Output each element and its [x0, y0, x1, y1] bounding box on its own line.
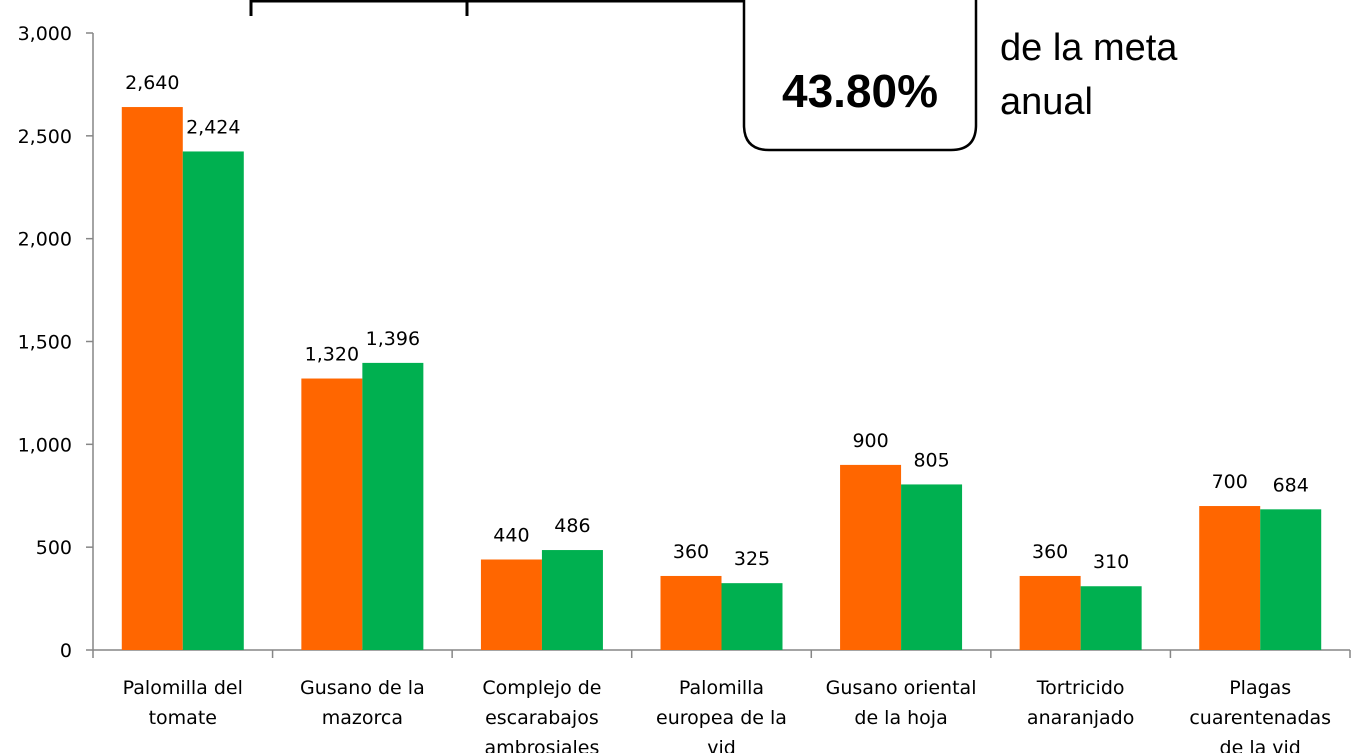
- value-label: 440: [493, 525, 529, 547]
- value-label: 486: [554, 515, 590, 537]
- value-label: 310: [1093, 551, 1129, 573]
- bar: [182, 151, 244, 651]
- y-tick-label: 2,500: [18, 126, 72, 148]
- y-tick-label: 2,000: [18, 229, 72, 251]
- bar: [121, 107, 183, 651]
- x-tick-label: Complejo de escarabajos ambrosiales: [482, 677, 601, 753]
- annotation-text: anual: [1000, 81, 1093, 123]
- y-tick-label: 500: [36, 537, 72, 559]
- bar: [362, 362, 424, 650]
- bar: [901, 484, 963, 650]
- value-label: 700: [1212, 471, 1248, 493]
- x-tick-label: Palomilla del tomate: [123, 677, 243, 729]
- value-label: 805: [913, 449, 949, 471]
- value-label: 360: [673, 541, 709, 563]
- bar: [541, 550, 603, 650]
- x-tick-label: Plagas cuarentenadas de la vid: [1189, 677, 1331, 753]
- y-tick-label: 3,000: [18, 23, 72, 45]
- value-label: 2,424: [186, 116, 240, 138]
- y-tick-label: 1,500: [18, 332, 72, 354]
- value-label: 900: [852, 430, 888, 452]
- value-label: 684: [1273, 474, 1309, 496]
- bar: [840, 464, 902, 650]
- value-label: 2,640: [125, 72, 179, 94]
- bar: [301, 378, 363, 650]
- y-tick-label: 1,000: [18, 434, 72, 456]
- x-tick-label: Tortricido anaranjado: [1027, 677, 1134, 729]
- bar: [1019, 575, 1081, 650]
- annotation-value: 43.80%: [782, 65, 938, 117]
- annotation-box: [742, 0, 978, 152]
- x-tick-label: Palomilla europea de la vid: [656, 677, 787, 753]
- value-label: 1,320: [305, 344, 359, 366]
- value-label: 1,396: [366, 328, 420, 350]
- y-tick-label: 0: [60, 640, 72, 662]
- bar: [1199, 506, 1261, 650]
- bar: [660, 575, 722, 650]
- value-label: 325: [734, 548, 770, 570]
- bar: [480, 559, 542, 650]
- x-tick-label: Gusano de la mazorca: [300, 677, 425, 729]
- x-tick-label: Gusano oriental de la hoja: [826, 677, 977, 729]
- bar: [1080, 586, 1142, 650]
- value-label: 360: [1032, 541, 1068, 563]
- annotation-text: de la meta: [1000, 27, 1178, 69]
- bar: [1260, 509, 1322, 650]
- bar: [721, 583, 783, 650]
